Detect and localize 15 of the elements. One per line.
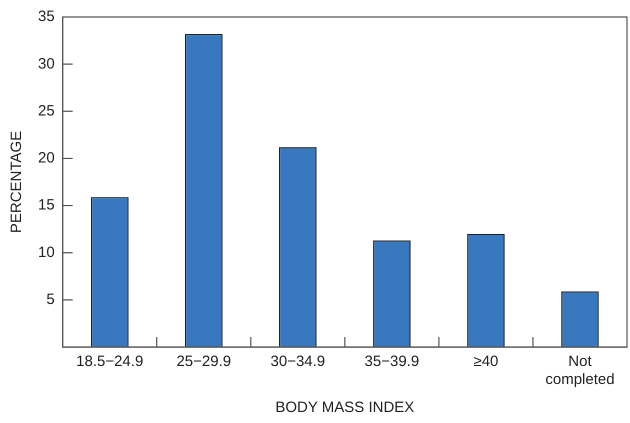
y-tick-label: 5 <box>46 291 55 308</box>
x-tick-label: 25−29.9 <box>176 353 232 370</box>
y-tick-label: 25 <box>38 102 55 120</box>
x-axis-title: BODY MASS INDEX <box>275 399 414 416</box>
y-tick-label: 30 <box>38 55 55 72</box>
x-tick-label: 18.5−24.9 <box>76 353 144 370</box>
x-tick-label: 30−34.9 <box>270 353 326 370</box>
x-tick-label: 35−39.9 <box>364 353 420 370</box>
y-tick-label: 35 <box>38 8 55 26</box>
y-axis-title: PERCENTAGE <box>8 130 26 234</box>
y-tick-label: 10 <box>38 244 55 261</box>
x-tick-label: ≥40 <box>473 353 498 370</box>
y-tick-label: 20 <box>38 150 55 167</box>
x-tick-label: Not completed <box>545 353 615 388</box>
y-tick-label: 15 <box>38 196 55 214</box>
